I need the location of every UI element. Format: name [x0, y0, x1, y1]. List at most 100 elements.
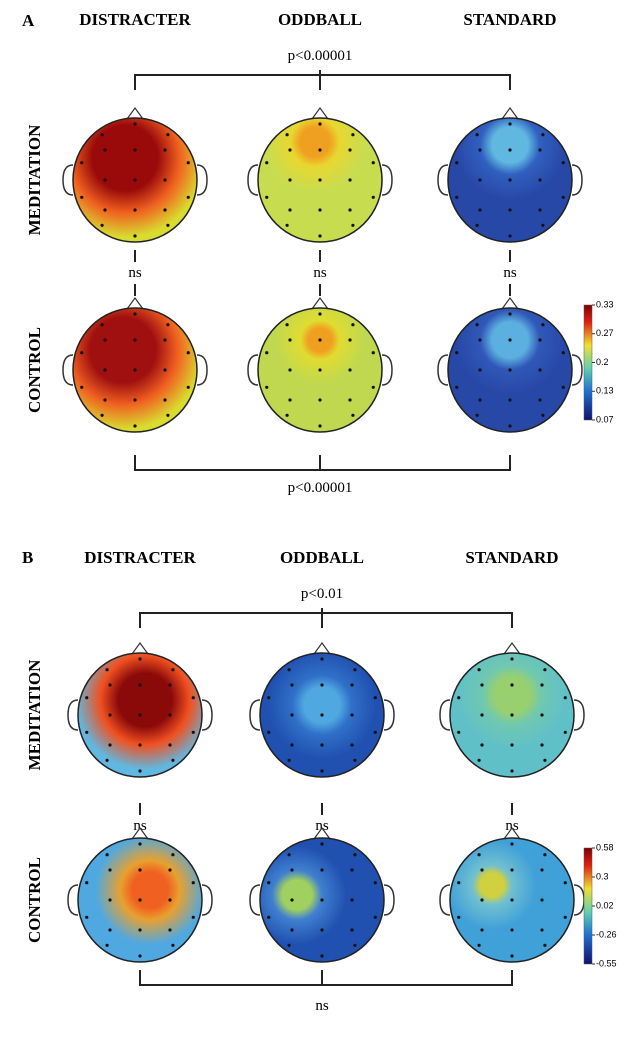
electrode — [320, 954, 324, 958]
electrode — [563, 915, 567, 919]
electrode — [457, 915, 461, 919]
electrode — [348, 148, 352, 152]
electrode — [163, 368, 167, 372]
electrode — [138, 842, 142, 846]
electrode — [480, 868, 484, 872]
electrode — [508, 368, 512, 372]
electrode — [510, 928, 514, 932]
electrode — [541, 133, 545, 137]
column-header: STANDARD — [465, 548, 558, 567]
electrode — [538, 368, 542, 372]
electrode — [163, 178, 167, 182]
electrode — [108, 713, 112, 717]
electrode — [105, 943, 109, 947]
electrode — [290, 898, 294, 902]
colorbar-label: 0.58 — [596, 842, 614, 852]
nose — [503, 641, 521, 655]
electrode — [538, 338, 542, 342]
comparison-label: ns — [133, 818, 147, 834]
electrode — [285, 223, 289, 227]
row-header: MEDITATION — [25, 124, 44, 236]
electrode — [543, 668, 547, 672]
electrode — [318, 368, 322, 372]
nose — [313, 826, 331, 840]
electrode — [171, 943, 175, 947]
electrode — [351, 413, 355, 417]
electrode — [85, 696, 89, 700]
electrode — [540, 868, 544, 872]
electrode — [191, 696, 195, 700]
electrode — [351, 223, 355, 227]
bracket — [134, 70, 511, 90]
electrode — [475, 133, 479, 137]
electrode — [540, 898, 544, 902]
electrode — [350, 683, 354, 687]
electrode — [561, 385, 565, 389]
electrode — [80, 385, 84, 389]
electrode — [100, 223, 104, 227]
electrode — [288, 208, 292, 212]
electrode — [133, 312, 137, 316]
electrode — [353, 853, 357, 857]
colorbar-label: 0.13 — [596, 386, 614, 396]
electrode — [508, 148, 512, 152]
nose — [501, 296, 519, 310]
electrode — [100, 413, 104, 417]
electrode — [138, 868, 142, 872]
electrode — [267, 915, 271, 919]
comparison-label: ns — [315, 998, 329, 1014]
electrode — [288, 398, 292, 402]
head-map — [67, 826, 213, 963]
colorbar-label: -0.55 — [596, 958, 617, 968]
electrode — [350, 928, 354, 932]
electrode — [318, 312, 322, 316]
electrode — [508, 398, 512, 402]
electrode — [80, 161, 84, 165]
electrode — [510, 898, 514, 902]
head-map — [439, 641, 585, 778]
electrode — [138, 954, 142, 958]
electrode — [166, 323, 170, 327]
column-header: ODDBALL — [278, 10, 362, 29]
bracket — [139, 970, 513, 986]
electrode — [457, 696, 461, 700]
electrode — [320, 713, 324, 717]
electrode — [103, 368, 107, 372]
electrode — [351, 133, 355, 137]
electrode — [538, 148, 542, 152]
head-map — [249, 641, 395, 778]
nose — [503, 826, 521, 840]
comparison-label: p<0.00001 — [288, 48, 353, 64]
electrode — [287, 668, 291, 672]
electrode — [543, 943, 547, 947]
electrode — [265, 195, 269, 199]
electrode — [353, 758, 357, 762]
electrode — [348, 178, 352, 182]
electrode — [133, 122, 137, 126]
nose — [131, 641, 149, 655]
electrode — [171, 853, 175, 857]
electrode — [318, 338, 322, 342]
electrode — [541, 323, 545, 327]
comparison-label: ns — [313, 265, 327, 281]
electrode — [133, 368, 137, 372]
electrode — [265, 351, 269, 355]
electrode — [138, 898, 142, 902]
colorbar-label: 0.07 — [596, 414, 614, 424]
nose — [126, 106, 144, 120]
electrode — [371, 385, 375, 389]
electrode — [133, 398, 137, 402]
electrode — [477, 758, 481, 762]
electrode — [348, 368, 352, 372]
electrode — [138, 683, 142, 687]
electrode — [100, 133, 104, 137]
electrode — [138, 657, 142, 661]
electrode — [510, 868, 514, 872]
electrode — [561, 195, 565, 199]
row-header: MEDITATION — [25, 659, 44, 771]
electrode — [287, 853, 291, 857]
electrode — [320, 842, 324, 846]
electrode — [163, 338, 167, 342]
electrode — [285, 413, 289, 417]
electrode — [318, 148, 322, 152]
